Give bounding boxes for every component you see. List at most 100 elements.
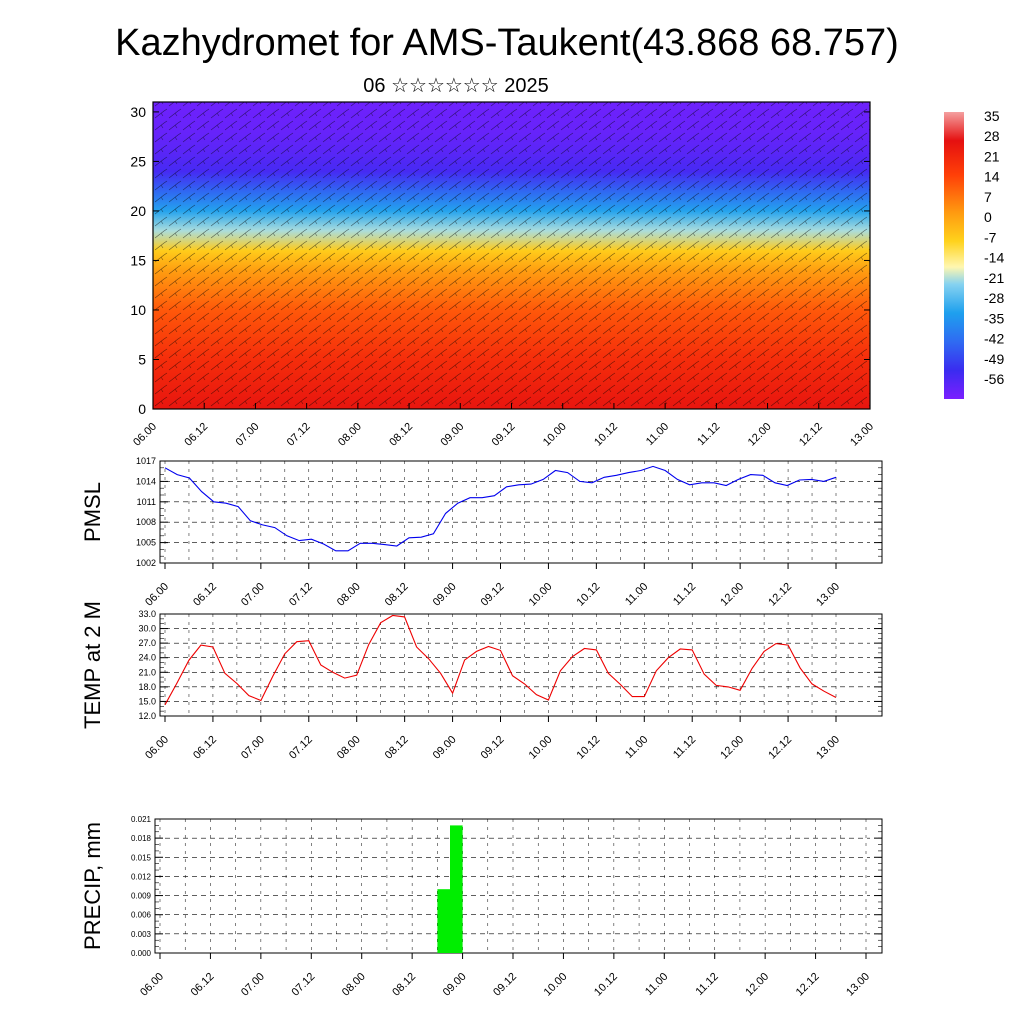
temp-y-tick-label: 18.0	[138, 682, 156, 692]
precip-y-tick-label: 0.006	[131, 911, 152, 920]
heatmap-x-tick-label: 10.00	[541, 421, 569, 449]
colorbar-label: -28	[984, 290, 1004, 306]
colorbar-label: 28	[984, 128, 1000, 144]
heatmap-x-axis: 06.00 06.12 07.00 07.12 08.00 08.12 09.00 09.12…	[131, 403, 876, 449]
temp-x-tick-label: 07.00	[239, 734, 267, 762]
temp-x-tick-label: 11.12	[671, 734, 698, 761]
temp-frame	[159, 613, 883, 717]
pmsl-y-tick-label: 1014	[136, 476, 156, 486]
precip-y-tick-label: 0.021	[131, 815, 152, 824]
heatmap-x-tick-label: 12.12	[797, 421, 825, 449]
heatmap-x-tick-label: 06.12	[182, 421, 210, 449]
precip-x-tick-label: 06.12	[189, 971, 217, 999]
pmsl-x-tick-label: 12.00	[718, 581, 746, 609]
pmsl-panel: 1002 1005 1008 1011 1014 1017 06.00 06.12 07.00 0…	[80, 456, 883, 609]
colorbar-label: -21	[984, 270, 1004, 286]
heatmap-x-tick-label: 09.00	[438, 421, 466, 449]
page-subtitle: 06 ☆☆☆☆☆☆ 2025	[363, 75, 548, 97]
pmsl-x-tick-label: 09.12	[479, 581, 507, 609]
temp-x-tick-label: 12.00	[718, 734, 746, 762]
precip-y-tick-label: 0.015	[131, 853, 152, 862]
temp-x-tick-label: 07.12	[287, 734, 315, 762]
pmsl-y-tick-label: 1017	[136, 456, 156, 466]
precip-x-tick-label: 06.00	[138, 971, 166, 999]
colorbar-label: 14	[984, 169, 1000, 185]
pmsl-x-tick-label: 07.00	[239, 581, 267, 609]
temp-x-tick-label: 06.00	[143, 734, 171, 762]
colorbar-label: -35	[984, 310, 1004, 326]
colorbar-label: 0	[984, 209, 992, 225]
colorbar: 35 28 21 14 7 0 -7 -14 -21 -28 -35 -42 -49 -56	[944, 108, 1004, 399]
pmsl-y-tick-label: 1005	[136, 538, 156, 548]
temp-x-tick-label: 10.00	[527, 734, 555, 762]
precip-x-tick-label: 10.12	[592, 971, 620, 999]
heatmap-x-tick-label: 06.00	[131, 421, 159, 449]
precip-y-tick-label: 0.012	[131, 872, 152, 881]
pmsl-x-tick-label: 10.12	[575, 581, 603, 609]
pmsl-x-tick-label: 11.00	[623, 581, 650, 608]
precip-y-tick-label: 0.018	[131, 834, 152, 843]
heatmap-y-tick-label: 15	[130, 252, 146, 268]
precip-panel: 0.000 0.003 0.006 0.009 0.012 0.015 0.018 0.021…	[80, 815, 883, 999]
wind-barbs-overlay	[153, 102, 870, 409]
precip-y-tick-label: 0.003	[131, 930, 152, 939]
precip-x-tick-label: 07.12	[289, 971, 317, 999]
colorbar-label: -7	[984, 229, 997, 245]
colorbar-label: -56	[984, 371, 1004, 387]
pmsl-y-tick-label: 1002	[136, 558, 156, 568]
precip-y-tick-label: 0.009	[131, 892, 152, 901]
temp-x-tick-label: 09.12	[479, 734, 507, 762]
precip-y-tick-label: 0.000	[131, 949, 152, 958]
heatmap-x-tick-label: 09.12	[490, 421, 518, 449]
temp-x-tick-label: 08.12	[383, 734, 411, 762]
heatmap-y-tick-label: 0	[138, 401, 146, 417]
pmsl-series-line	[164, 465, 837, 552]
temp-y-tick-label: 30.0	[138, 624, 156, 634]
heatmap-x-tick-label: 08.12	[387, 421, 415, 449]
colorbar-strip	[944, 112, 964, 399]
temp-y-tick-label: 27.0	[138, 638, 156, 648]
precip-x-tick-label: 11.00	[643, 971, 670, 998]
precip-x-tick-label: 08.00	[340, 971, 368, 999]
temp-y-tick-label: 12.0	[138, 711, 156, 721]
pmsl-x-tick-label: 08.00	[335, 581, 363, 609]
heatmap-x-tick-label: 13.00	[848, 421, 876, 449]
page-title: Kazhydromet for AMS-Taukent(43.868 68.75…	[115, 22, 899, 64]
precip-bar	[437, 889, 450, 953]
heatmap-y-axis: 0 5 10 15 20 25 30	[130, 104, 870, 417]
precip-y-axis-title: PRECIP, mm	[80, 822, 105, 950]
colorbar-label: 35	[984, 108, 1000, 124]
precip-x-tick-label: 10.00	[542, 971, 570, 999]
temp-y-axis-title: TEMP at 2 M	[80, 601, 105, 729]
temp-x-tick-label: 08.00	[335, 734, 363, 762]
precip-x-tick-label: 09.12	[491, 971, 519, 999]
precip-x-tick-label: 08.12	[390, 971, 418, 999]
pmsl-x-tick-label: 12.12	[766, 581, 794, 609]
pmsl-x-tick-label: 09.00	[431, 581, 459, 609]
colorbar-label: -14	[984, 250, 1004, 266]
pmsl-y-tick-label: 1008	[136, 517, 156, 527]
precip-x-tick-label: 12.12	[794, 971, 822, 999]
heatmap-x-tick-label: 11.00	[644, 421, 671, 448]
colorbar-labels: 35 28 21 14 7 0 -7 -14 -21 -28 -35 -42 -49 -56	[984, 108, 1004, 387]
temp-x-tick-label: 06.12	[191, 734, 219, 762]
precip-x-tick-label: 09.00	[441, 971, 469, 999]
pmsl-x-tick-label: 06.00	[143, 581, 171, 609]
temp-x-tick-label: 10.12	[575, 734, 603, 762]
heatmap-x-tick-label: 07.12	[285, 421, 313, 449]
heatmap-y-tick-label: 25	[130, 153, 146, 169]
temp-x-tick-label: 13.00	[814, 734, 842, 762]
temp-x-tick-label: 11.00	[623, 734, 650, 761]
temp-x-tick-label: 12.12	[766, 734, 794, 762]
colorbar-label: 21	[984, 148, 1000, 164]
precip-x-tick-label: 11.12	[693, 971, 720, 998]
precip-bar	[450, 825, 463, 953]
temp-x-tick-label: 09.00	[431, 734, 459, 762]
pmsl-x-tick-label: 13.00	[814, 581, 842, 609]
heatmap-panel: 0 5 10 15 20 25 30 06.00 06.12 07.00 07.12 08.00 08…	[130, 101, 876, 449]
temp-y-tick-label: 21.0	[138, 667, 156, 677]
temp-panel: 12.0 15.0 18.0 21.0 24.0 27.0 30.0 33.0 06.00 06.…	[80, 601, 883, 762]
pmsl-y-tick-label: 1011	[137, 497, 156, 507]
temp-y-tick-label: 33.0	[138, 609, 156, 619]
